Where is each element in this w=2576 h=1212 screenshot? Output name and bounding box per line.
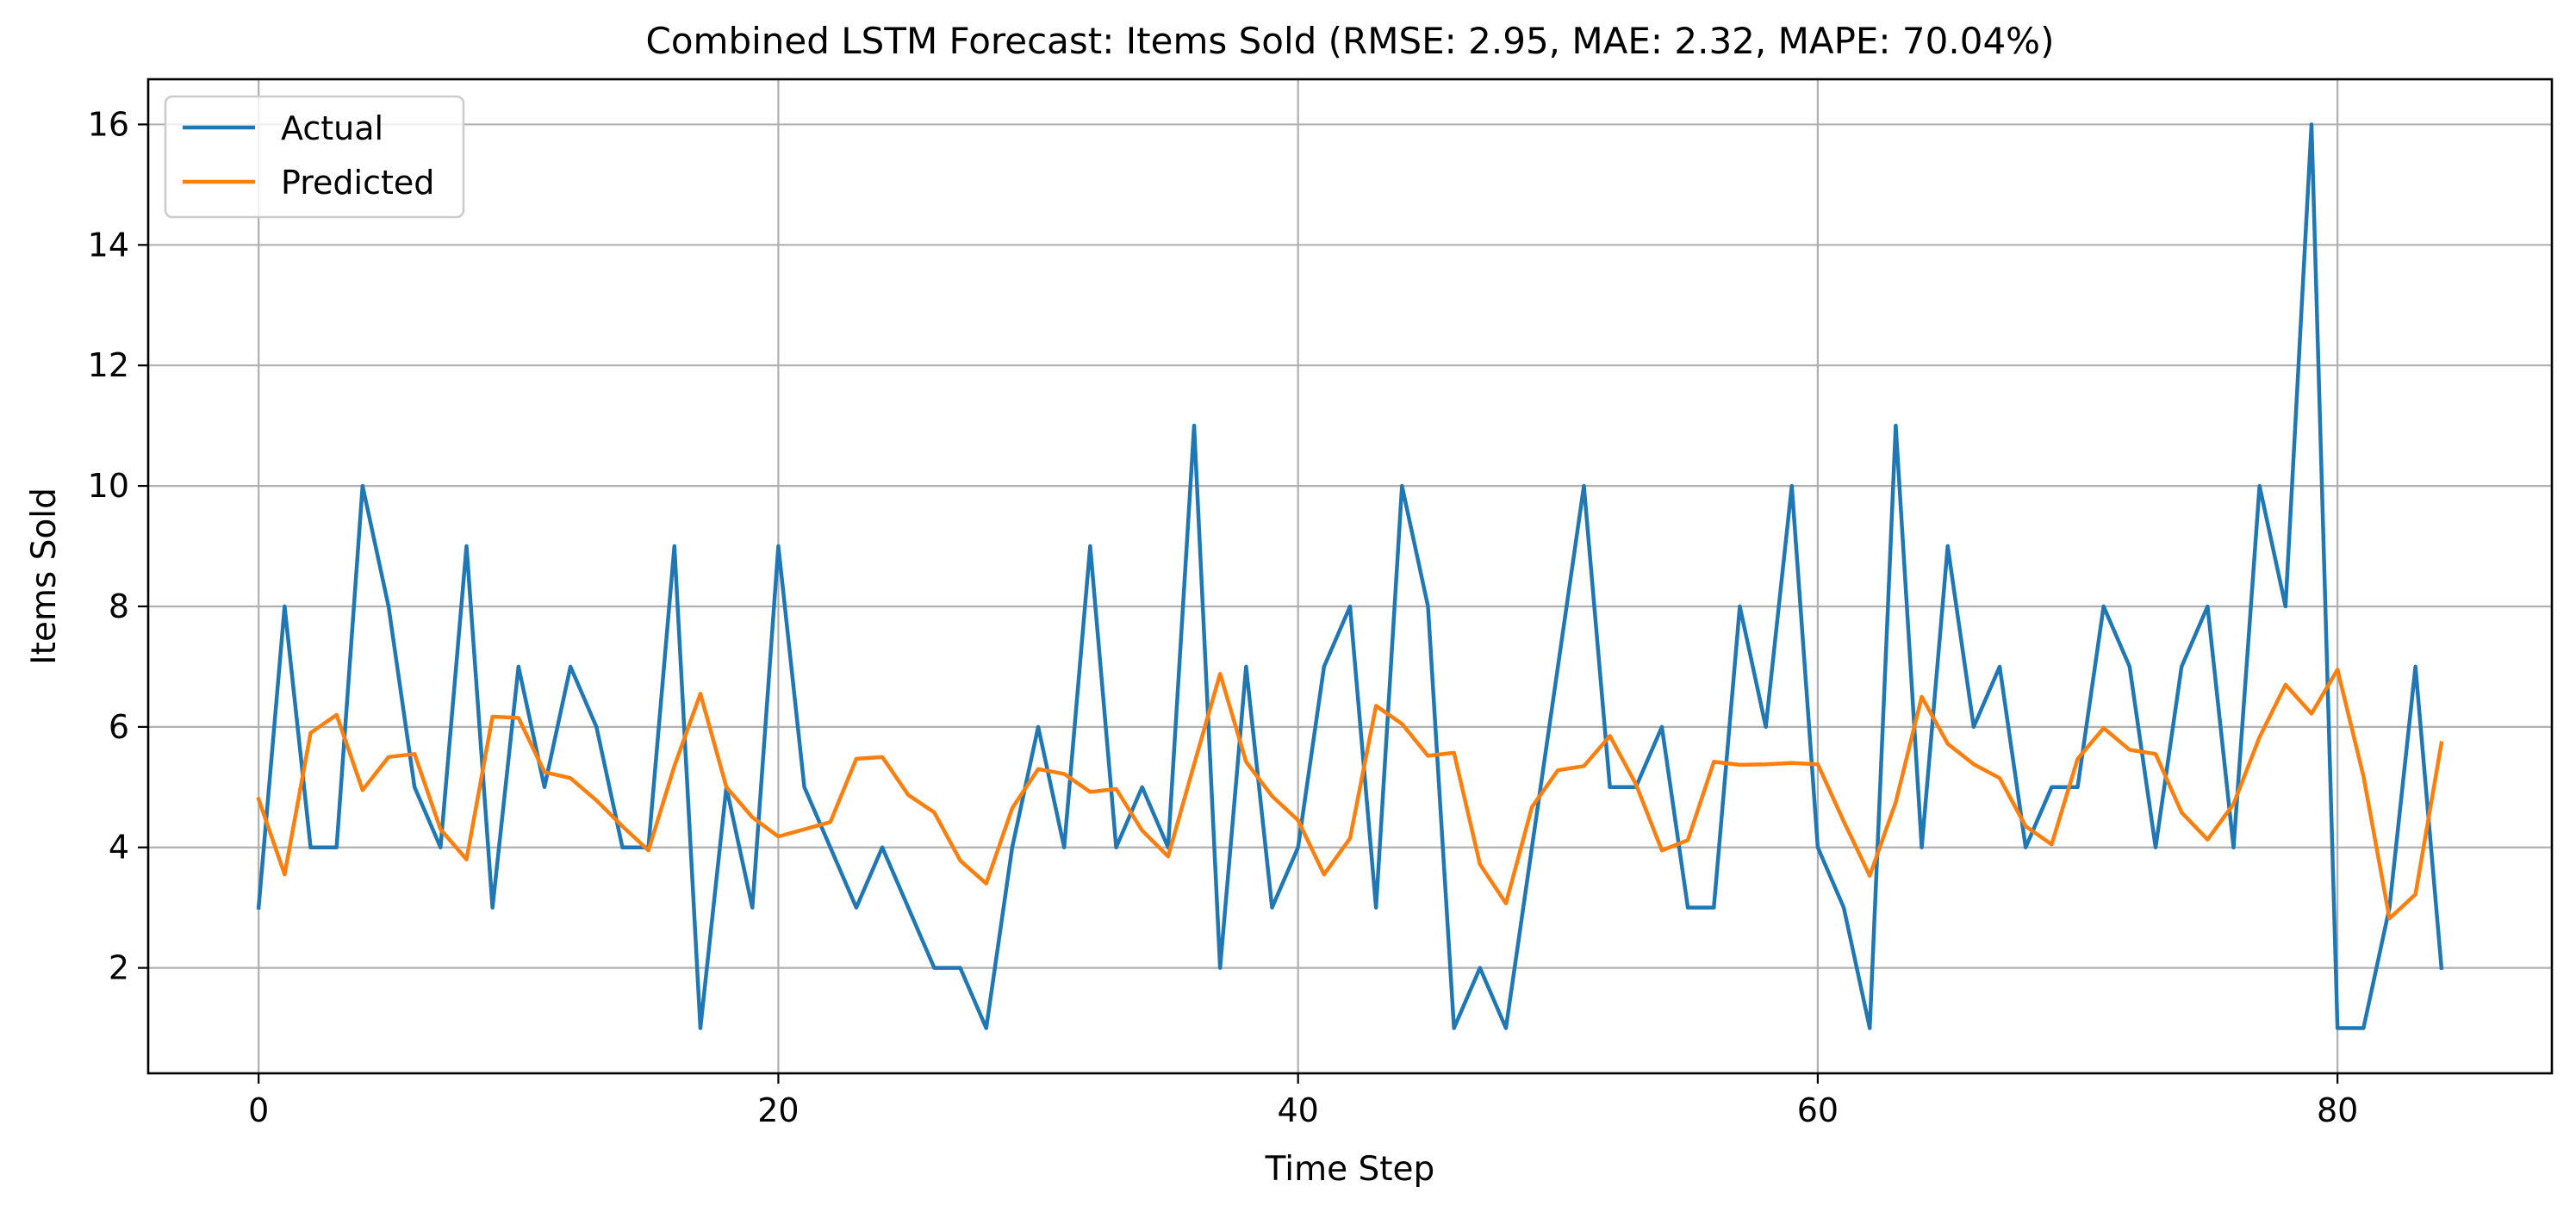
- gridlines: [148, 79, 2552, 1073]
- y-axis-label: Items Sold: [25, 488, 64, 665]
- x-tick-label: 40: [1277, 1091, 1318, 1129]
- y-tick-label: 8: [109, 587, 129, 625]
- x-tick-label: 60: [1797, 1091, 1839, 1129]
- legend: Actual Predicted: [164, 95, 465, 219]
- x-tick-label: 20: [757, 1091, 799, 1129]
- y-tick-label: 12: [88, 346, 129, 384]
- x-tick-label: 0: [248, 1091, 269, 1129]
- plot-lines: [256, 122, 2444, 1030]
- y-tick-label: 14: [88, 226, 129, 264]
- y-tick-label: 4: [109, 829, 129, 867]
- x-axis-label: Time Step: [1265, 1150, 1435, 1189]
- y-tick-label: 10: [88, 467, 129, 505]
- legend-label-predicted: Predicted: [281, 164, 434, 202]
- x-tick-label: 80: [2317, 1091, 2358, 1129]
- axes-frame: [146, 78, 2554, 1075]
- y-tick-label: 6: [109, 708, 129, 746]
- series-line-actual: [256, 122, 2444, 1030]
- y-axis-ticks: 2 4 6 8 10 12 14 16: [88, 105, 148, 987]
- y-tick-label: 16: [88, 105, 129, 143]
- legend-label-actual: Actual: [281, 109, 383, 147]
- y-tick-label: 2: [109, 949, 129, 987]
- series-line-predicted: [256, 668, 2444, 921]
- chart-title: Combined LSTM Forecast: Items Sold (RMSE…: [646, 20, 2055, 62]
- x-axis-ticks: 0 20 40 60 80: [248, 1073, 2358, 1129]
